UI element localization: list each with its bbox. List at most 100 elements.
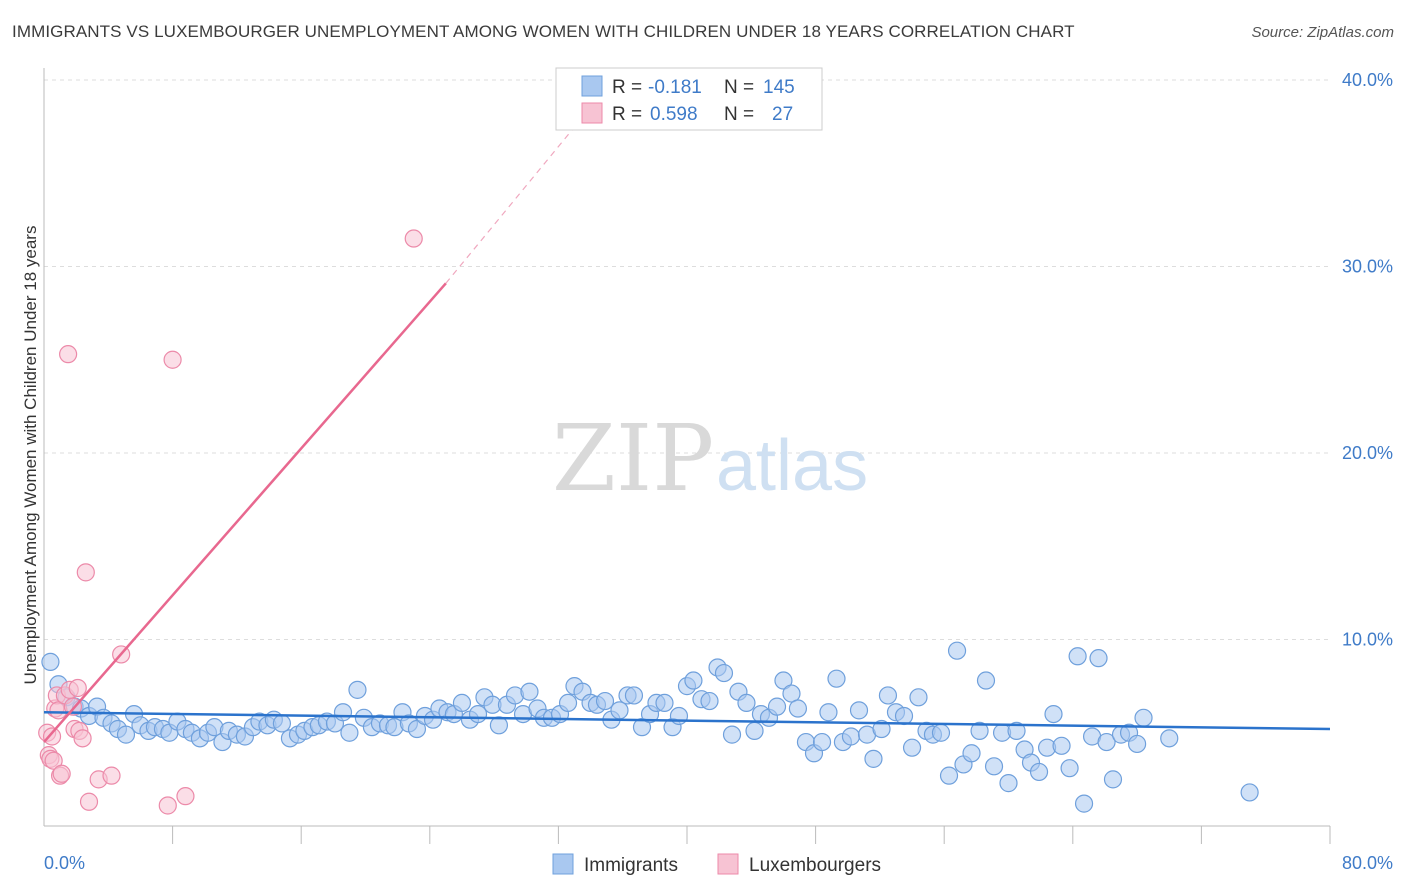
axes	[43, 68, 1331, 844]
watermark-atlas: atlas	[716, 426, 868, 506]
immigrants-point	[624, 686, 644, 705]
y-tick-label: 20.0%	[1342, 443, 1393, 463]
immigrants-point	[520, 682, 539, 701]
legend-label-immigrants: Immigrants	[584, 855, 678, 876]
immigrants-point	[894, 706, 914, 726]
immigrants-point	[827, 669, 846, 688]
luxembourgers-point	[42, 727, 62, 746]
y-tick-label: 10.0%	[1342, 630, 1393, 650]
immigrants-point	[774, 671, 793, 690]
y-axis-title: Unemployment Among Women with Children U…	[21, 226, 40, 685]
watermark-zip: ZIP	[552, 405, 714, 512]
luxembourgers-point	[73, 729, 92, 748]
immigrants-point	[700, 691, 719, 711]
y-tick-label: 30.0%	[1342, 257, 1393, 277]
immigrants-point	[1097, 732, 1116, 752]
immigrants-point	[812, 732, 832, 752]
series-legend: Immigrants Luxembourgers	[552, 853, 881, 876]
immigrants-point	[872, 719, 891, 739]
immigrants-trend-line	[43, 710, 1331, 731]
luxembourgers-point	[79, 792, 99, 811]
legend-n-label: N =	[724, 104, 754, 125]
immigrants-point	[909, 688, 928, 707]
immigrants-point	[1089, 649, 1108, 668]
immigrants-point	[1160, 729, 1179, 748]
immigrants-point	[407, 719, 427, 739]
immigrants-point	[41, 652, 60, 671]
immigrants-point	[684, 671, 703, 690]
x-tick-label: 0.0%	[44, 853, 85, 873]
x-tick-labels: 0.0% 80.0%	[44, 853, 1393, 873]
immigrants-point	[1103, 770, 1123, 789]
legend-n-label: N =	[724, 77, 754, 98]
immigrants-point	[939, 766, 959, 785]
immigrants-point	[1240, 783, 1259, 802]
immigrants-point	[1060, 759, 1079, 778]
legend-swatch-immigrants	[552, 853, 574, 875]
luxembourgers-trend-extension	[445, 116, 583, 284]
immigrants-point	[931, 723, 951, 742]
immigrants-point	[878, 686, 898, 705]
immigrants-point	[745, 721, 764, 740]
immigrants-point	[999, 774, 1018, 793]
immigrants-point	[947, 641, 967, 660]
immigrants-point	[669, 706, 689, 726]
chart-title: IMMIGRANTS VS LUXEMBOURGER UNEMPLOYMENT …	[12, 22, 1075, 41]
immigrants-point	[849, 701, 869, 720]
immigrants-point	[1029, 762, 1049, 782]
immigrants-point	[976, 671, 996, 690]
immigrants-point	[348, 680, 367, 699]
legend-n-value: 145	[763, 77, 795, 98]
immigrants-point	[595, 691, 615, 711]
immigrants-point	[632, 718, 652, 737]
luxembourgers-point	[68, 678, 87, 698]
legend-swatch-luxembourgers	[581, 102, 603, 124]
immigrants-point	[340, 723, 359, 742]
luxembourgers-point	[176, 787, 195, 806]
immigrants-point	[722, 725, 742, 744]
luxembourgers-point	[163, 350, 182, 369]
luxembourgers-trend-line	[43, 282, 447, 743]
legend-swatch-immigrants	[581, 75, 603, 97]
immigrants-point	[902, 738, 922, 757]
trend-lines	[43, 116, 1331, 743]
immigrants-point	[272, 714, 292, 733]
legend-r-value: -0.181	[648, 77, 702, 98]
immigrants-point	[1134, 708, 1153, 727]
immigrants-point	[116, 725, 136, 744]
immigrants-point	[737, 693, 756, 713]
immigrants-point	[1007, 721, 1026, 740]
immigrants-point	[655, 693, 674, 713]
immigrants-point	[767, 697, 787, 716]
grid-lines	[44, 79, 1330, 640]
immigrants-point	[864, 749, 883, 768]
y-tick-labels: 10.0% 20.0% 30.0% 40.0%	[1342, 70, 1393, 650]
immigrants-point	[489, 716, 509, 735]
immigrants-point	[841, 727, 861, 746]
y-tick-label: 40.0%	[1342, 70, 1393, 90]
data-points	[38, 229, 1259, 815]
legend-r-label: R =	[612, 77, 642, 98]
immigrants-point	[610, 701, 629, 720]
immigrants-point	[962, 744, 981, 763]
immigrants-point	[1074, 794, 1094, 813]
legend-r-value: 0.598	[650, 104, 698, 125]
legend-label-luxembourgers: Luxembourgers	[749, 855, 881, 876]
watermark: ZIP atlas	[552, 405, 868, 512]
immigrants-point	[984, 757, 1004, 776]
luxembourgers-point	[59, 345, 78, 364]
immigrants-point	[788, 699, 808, 718]
legend-n-value: 27	[772, 104, 793, 125]
legend-r-label: R =	[612, 104, 642, 125]
source-note: Source: ZipAtlas.com	[1251, 24, 1394, 41]
luxembourgers-point	[102, 766, 121, 785]
immigrants-point	[1052, 736, 1071, 755]
legend-swatch-luxembourgers	[717, 853, 739, 875]
immigrants-point	[819, 703, 838, 722]
immigrants-point	[1044, 704, 1063, 724]
immigrants-point	[452, 693, 472, 713]
immigrants-point	[970, 721, 989, 740]
luxembourgers-point	[158, 796, 177, 815]
immigrants-point	[714, 663, 734, 683]
